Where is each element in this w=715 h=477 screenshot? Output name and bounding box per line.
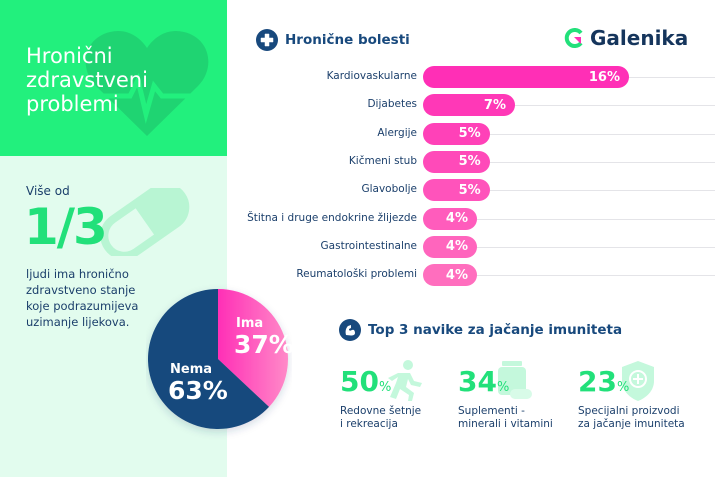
bar-gridline xyxy=(424,105,715,107)
habits-header: Top 3 navike za jačanje imuniteta xyxy=(339,319,622,341)
bar-gridline xyxy=(424,218,715,220)
pie-value-nema: 63% xyxy=(168,376,228,405)
shield-plus-icon xyxy=(622,361,654,401)
bar-row: Alergije 5% xyxy=(240,122,715,145)
pie-label-ima: Ima xyxy=(236,316,264,331)
galenika-logo-icon xyxy=(564,28,583,48)
bar: 4% xyxy=(423,207,477,230)
stat-fraction: 1/3 xyxy=(24,198,108,256)
bar-label: Gastrointestinalne xyxy=(320,239,417,252)
page-title: Hronični zdravstveni problemi xyxy=(26,44,148,116)
bar-value-label: 4% xyxy=(445,211,468,226)
bar: 5% xyxy=(423,150,490,173)
running-person-icon xyxy=(388,360,422,401)
habit-label: Suplementi - minerali i vitamini xyxy=(458,405,553,430)
brand-name: Galenika xyxy=(590,26,689,50)
bar-gridline xyxy=(424,161,715,163)
bar-value-label: 5% xyxy=(458,182,481,198)
galenika-logo: Galenika xyxy=(564,26,688,50)
habit-value: 50% xyxy=(340,365,392,398)
chronic-diseases-title: Hronične bolesti xyxy=(285,32,410,48)
bar: 4% xyxy=(423,264,477,287)
bar-label: Štitna i druge endokrine žlijezde xyxy=(247,211,417,224)
bar-value-label: 7% xyxy=(483,97,506,113)
bar-row: Kardiovaskularne 16% xyxy=(240,66,715,88)
bar-row: Dijabetes 7% xyxy=(240,94,715,117)
bar: 4% xyxy=(423,235,477,258)
chronic-diseases-header: Hronične bolesti xyxy=(256,29,410,51)
pills-icon xyxy=(498,361,532,399)
plus-circle-icon xyxy=(256,29,278,51)
bar-value-label: 16% xyxy=(588,69,620,85)
habit-label: Redovne šetnje i rekreacija xyxy=(340,405,422,430)
bar-value-label: 4% xyxy=(445,267,468,283)
bar-label: Alergije xyxy=(377,126,417,139)
bar-row: Reumatološki problemi 4% xyxy=(240,264,715,287)
bar-label: Kardiovaskularne xyxy=(326,70,417,82)
bar: 5% xyxy=(423,179,490,202)
bar-value-label: 5% xyxy=(458,126,481,142)
bar-label: Reumatološki problemi xyxy=(296,268,417,281)
bar-value-label: 4% xyxy=(445,239,468,255)
habits-title: Top 3 navike za jačanje imuniteta xyxy=(368,322,623,338)
pie-chart: Ima 37% Nema 63% xyxy=(146,282,294,440)
bar-row: Glavobolje 5% xyxy=(240,179,715,202)
bar-gridline xyxy=(424,246,715,248)
bar-row: Gastrointestinalne 4% xyxy=(240,235,715,258)
pie-slice-ima xyxy=(218,289,288,407)
habit-label: Specijalni proizvodi za jačanje imunitet… xyxy=(578,405,685,430)
bar-gridline xyxy=(424,133,715,135)
bar-row: Štitna i druge endokrine žlijezde 4% xyxy=(240,207,715,230)
capsule-icon xyxy=(100,188,190,256)
pie-chart-svg xyxy=(147,289,288,429)
bar-row: Kičmeni stub 5% xyxy=(240,150,715,173)
bar: 5% xyxy=(423,122,490,145)
stat-prefix: Više od xyxy=(26,184,70,198)
bar: 16% xyxy=(423,66,629,88)
bar-label: Kičmeni stub xyxy=(348,154,417,167)
title-panel: Hronični zdravstveni problemi xyxy=(0,0,227,156)
bar-label: Dijabetes xyxy=(367,98,417,111)
bar: 7% xyxy=(423,94,515,117)
bar-gridline xyxy=(424,190,715,192)
stat-description: ljudi ima hronično zdravstveno stanje ko… xyxy=(26,267,139,329)
pie-slice-nema xyxy=(147,289,270,429)
bar-value-label: 5% xyxy=(458,154,481,170)
heart-pulse-icon xyxy=(82,30,212,137)
pie-value-ima: 37% xyxy=(234,330,294,359)
bar-label: Glavobolje xyxy=(361,183,417,196)
habit-value: 23% xyxy=(578,365,630,398)
flexed-arm-icon xyxy=(339,319,361,341)
habit-value: 34% xyxy=(458,365,510,398)
bar-gridline xyxy=(424,275,715,277)
pie-label-nema: Nema xyxy=(170,362,213,377)
